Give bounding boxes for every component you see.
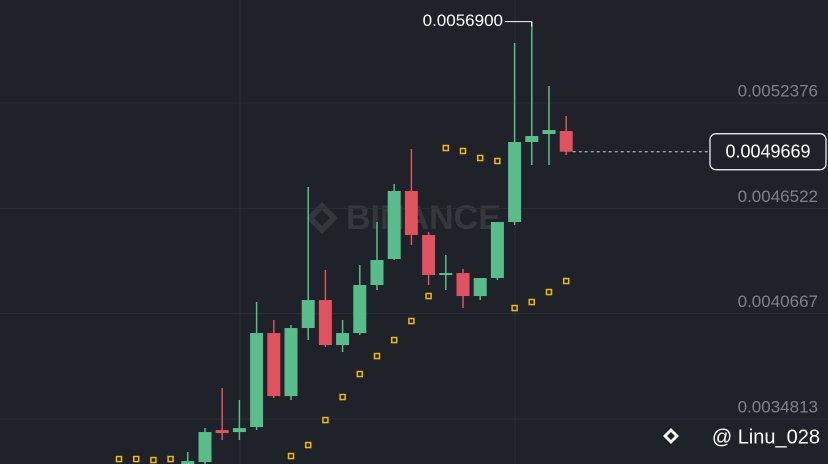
candle-body	[301, 300, 315, 329]
candle-body	[404, 191, 418, 236]
sar-dot	[150, 456, 157, 464]
candle-body	[439, 273, 453, 276]
candle-body	[198, 432, 212, 463]
sar-dot	[356, 370, 364, 378]
last-price-label: 0.0049669	[725, 141, 810, 161]
grid	[0, 102, 828, 420]
candle-body	[267, 333, 281, 397]
max-label: 0.0056900	[423, 11, 503, 30]
candle-body	[473, 278, 487, 297]
candle-body	[336, 333, 350, 346]
sar-dot	[115, 455, 123, 463]
y-tick-label: 0.0052376	[738, 81, 818, 100]
sar-dot	[287, 452, 295, 460]
sar-dot	[373, 352, 381, 360]
sar-dot	[459, 147, 467, 155]
sar-dot	[545, 288, 553, 296]
watermark-group: BINANCE	[306, 199, 501, 237]
candle-body	[422, 235, 436, 276]
sar-dot	[425, 292, 432, 300]
sar-dot	[132, 455, 140, 463]
sar-dot	[167, 455, 174, 463]
candle-body	[542, 130, 556, 135]
candle-body	[370, 260, 384, 286]
sar-dot	[304, 441, 312, 449]
candle-body	[250, 333, 264, 428]
candle-body	[232, 428, 246, 433]
candle-body	[387, 191, 401, 260]
sar-dot	[339, 393, 346, 401]
candle-body	[284, 328, 298, 397]
sar-dot	[390, 336, 398, 344]
sar-dot	[476, 154, 484, 162]
y-tick-label: 0.0046522	[738, 187, 818, 206]
candle-body	[456, 273, 470, 297]
y-tick-label: 0.0040667	[738, 292, 818, 311]
candle-body	[181, 461, 195, 464]
sar-dot	[442, 144, 450, 152]
sar-dot	[511, 304, 518, 312]
sar-dot	[322, 416, 329, 424]
candle-body	[559, 131, 573, 152]
candle-body	[508, 142, 522, 223]
watermark-logo	[306, 202, 338, 234]
candle-body	[215, 430, 229, 434]
sar-dot	[494, 157, 501, 165]
candle-body	[525, 136, 539, 143]
credit-logo	[663, 428, 679, 444]
marks	[115, 21, 573, 464]
candle-body	[490, 222, 504, 279]
labels: 0.0052376 0.0046522 0.0040667 0.0034813 0.00…	[423, 11, 827, 416]
sar-dot	[528, 298, 536, 306]
sar-dot	[408, 317, 415, 325]
last-price-box	[709, 133, 827, 171]
sar-dot	[562, 277, 570, 285]
candle-body	[353, 285, 367, 334]
watermark: BINANCE	[346, 199, 501, 237]
candle-body	[318, 300, 332, 346]
y-tick-label: 0.0034813	[738, 397, 818, 416]
credit: @ Linu_028	[712, 426, 820, 448]
